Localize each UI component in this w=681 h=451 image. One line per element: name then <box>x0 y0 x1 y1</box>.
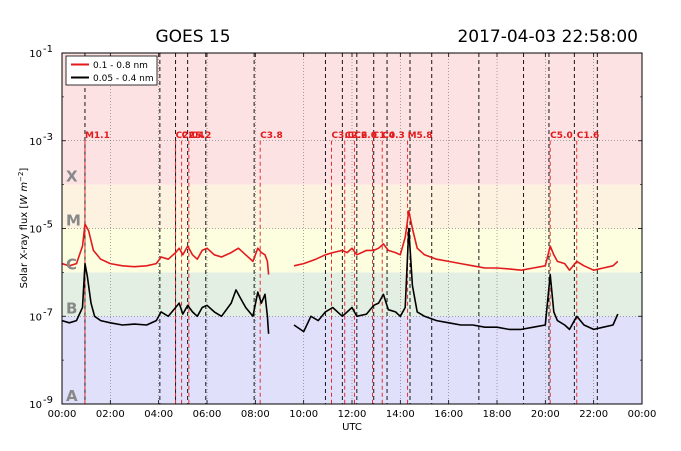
x-tick-label-10: 20:00 <box>531 409 560 420</box>
series-0-segment-1 <box>293 210 619 272</box>
y-tick-label-3: 10 <box>29 137 42 148</box>
flare-label-7: C2.0 <box>354 131 377 141</box>
legend-label-red: 0.1 - 0.8 nm <box>93 61 148 71</box>
band-letter-x: X <box>66 168 78 186</box>
y-axis-label-unit: W m <box>19 182 30 205</box>
flare-label-2: C2.4 <box>182 131 205 141</box>
x-tick-label-2: 04:00 <box>144 409 173 420</box>
x-tick-label-6: 12:00 <box>338 409 367 420</box>
chart-title: GOES 15 <box>155 27 230 47</box>
y-tick-label-4: 10 <box>29 49 42 60</box>
x-tick-label-0: 00:00 <box>48 409 77 420</box>
flare-label-11: C5.0 <box>550 131 573 141</box>
y-tick-label-exp-2: -5 <box>43 220 53 231</box>
band-letter-a: A <box>66 387 78 405</box>
band-letters: A B C M X <box>66 168 81 405</box>
y-axis-label-exp: −2 <box>17 172 25 182</box>
series-1-segment-0 <box>61 262 270 334</box>
flare-label-9: C4.3 <box>382 131 405 141</box>
y-tick-label-0: 10 <box>29 400 42 411</box>
y-tick-label-exp-1: -7 <box>43 307 53 318</box>
x-tick-label-1: 02:00 <box>96 409 125 420</box>
x-tick-label-4: 08:00 <box>241 409 270 420</box>
x-axis-label: UTC <box>342 422 362 433</box>
flare-label-1: C2.0 <box>176 131 199 141</box>
y-tick-label-2: 10 <box>29 225 42 236</box>
band-letter-m: M <box>66 212 81 230</box>
y-axis-label: Solar X-ray flux [W m−2] <box>17 168 30 289</box>
flux-series <box>61 210 619 334</box>
y-tick-label-exp-3: -3 <box>43 132 53 143</box>
y-axis-label-main: Solar X-ray flux [ <box>19 205 30 289</box>
series-1-segment-1 <box>293 227 619 333</box>
x-tick-label-12: 00:00 <box>628 409 657 420</box>
flare-labels: M1.1 C2.0C2.4C5.2 C3.8 C3.0C2.6C2.0C1.0C4.3… <box>85 131 599 141</box>
flare-label-6: C2.6 <box>345 131 368 141</box>
flare-label-8: C1.0 <box>373 131 396 141</box>
x-tick-label-9: 18:00 <box>483 409 512 420</box>
flare-label-4: C3.8 <box>260 131 283 141</box>
x-tick-label-3: 06:00 <box>193 409 222 420</box>
flare-label-5: C3.0 <box>331 131 354 141</box>
flare-label-0: M1.1 <box>85 131 110 141</box>
band-letter-c: C <box>66 255 77 273</box>
event-marker-lines <box>84 53 598 404</box>
y-axis-label-close: ] <box>19 168 30 172</box>
legend-box <box>65 55 158 86</box>
axis-ticks: 00:00 02:00 04:00 06:00 08:00 10:00 12:00 14:00… <box>29 44 656 420</box>
flare-label-12: C1.6 <box>577 131 600 141</box>
x-tick-label-8: 16:00 <box>434 409 463 420</box>
series-0-segment-0 <box>61 223 270 275</box>
legend-label-black: 0.05 - 0.4 nm <box>93 74 154 84</box>
chart-timestamp: 2017-04-03 22:58:00 <box>457 27 638 47</box>
x-tick-label-5: 10:00 <box>289 409 318 420</box>
band-letter-b: B <box>66 299 77 317</box>
y-tick-label-exp-4: -1 <box>43 44 53 55</box>
x-tick-label-11: 22:00 <box>579 409 608 420</box>
y-tick-label-1: 10 <box>29 312 42 323</box>
flare-label-3: C5.2 <box>189 131 212 141</box>
y-tick-label-exp-0: -9 <box>43 395 53 406</box>
flare-label-10: M5.8 <box>408 131 433 141</box>
x-tick-label-7: 14:00 <box>386 409 415 420</box>
legend: 0.1 - 0.8 nm 0.05 - 0.4 nm <box>65 55 158 86</box>
